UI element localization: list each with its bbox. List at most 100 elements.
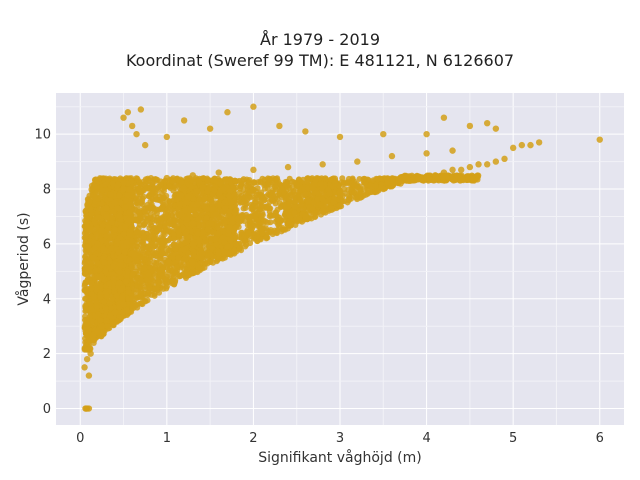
data-point xyxy=(166,183,173,190)
data-point xyxy=(336,189,343,196)
data-point xyxy=(104,176,111,183)
data-point xyxy=(319,185,326,192)
data-point xyxy=(160,187,167,194)
data-point xyxy=(221,185,228,192)
data-point xyxy=(326,190,333,197)
data-point xyxy=(263,234,270,241)
data-point xyxy=(439,174,446,181)
data-point xyxy=(91,193,98,200)
data-point xyxy=(133,229,140,236)
data-point xyxy=(212,236,219,243)
data-point xyxy=(126,231,133,238)
data-point xyxy=(431,177,438,184)
data-point xyxy=(176,201,183,208)
data-point xyxy=(125,289,132,296)
data-point xyxy=(134,257,141,264)
data-point xyxy=(291,179,298,186)
data-point xyxy=(82,269,89,276)
data-point xyxy=(175,255,182,262)
data-point xyxy=(130,216,137,223)
data-point xyxy=(99,187,106,194)
data-point xyxy=(214,230,221,237)
data-point xyxy=(147,198,154,205)
data-point xyxy=(136,263,143,270)
data-point xyxy=(172,259,179,266)
data-point xyxy=(165,258,172,265)
data-point xyxy=(260,194,267,201)
data-point xyxy=(136,180,143,187)
data-point xyxy=(133,276,140,283)
data-point xyxy=(152,206,159,213)
data-point xyxy=(186,271,193,278)
data-points xyxy=(81,103,603,412)
data-point xyxy=(172,182,179,189)
data-point xyxy=(122,278,129,285)
data-point xyxy=(86,198,93,205)
data-point xyxy=(144,249,151,256)
data-point xyxy=(152,176,159,183)
data-point xyxy=(298,202,305,209)
data-point xyxy=(101,259,108,266)
data-point xyxy=(384,179,391,186)
data-point xyxy=(143,212,150,219)
data-point xyxy=(339,175,346,182)
data-point xyxy=(93,303,100,310)
data-point xyxy=(259,175,266,182)
data-point xyxy=(245,229,252,236)
data-point xyxy=(93,231,100,238)
data-point xyxy=(361,175,368,182)
data-point xyxy=(104,323,111,330)
data-point xyxy=(190,220,197,227)
data-point xyxy=(150,185,157,192)
data-point xyxy=(263,203,270,210)
data-point xyxy=(193,188,200,195)
data-point xyxy=(188,183,195,190)
data-point xyxy=(169,254,176,261)
data-point xyxy=(247,213,254,220)
data-point xyxy=(82,302,89,309)
data-point xyxy=(258,189,265,196)
data-point xyxy=(148,253,155,260)
data-point xyxy=(160,194,167,201)
data-point xyxy=(183,216,190,223)
data-point xyxy=(129,237,136,244)
data-point xyxy=(215,220,222,227)
data-point xyxy=(116,212,123,219)
data-point xyxy=(157,252,164,259)
data-point xyxy=(354,183,361,190)
data-point xyxy=(155,183,162,190)
data-point xyxy=(374,176,381,183)
data-point xyxy=(247,224,254,231)
data-point xyxy=(136,195,143,202)
data-point xyxy=(252,210,259,217)
data-point xyxy=(141,265,148,272)
data-point xyxy=(95,214,102,221)
data-point xyxy=(146,224,153,231)
data-point xyxy=(83,287,90,294)
data-point xyxy=(194,201,201,208)
data-point xyxy=(84,276,91,283)
data-point xyxy=(186,211,193,218)
data-point xyxy=(282,181,289,188)
data-point xyxy=(124,180,131,187)
data-point xyxy=(314,196,321,203)
data-point xyxy=(178,179,185,186)
data-point xyxy=(100,328,107,335)
data-point xyxy=(91,313,98,320)
data-point xyxy=(208,237,215,244)
data-point xyxy=(178,192,185,199)
data-point xyxy=(108,245,115,252)
data-point xyxy=(96,175,103,182)
data-point xyxy=(144,217,151,224)
data-point xyxy=(338,197,345,204)
data-point xyxy=(128,264,135,271)
data-point xyxy=(170,235,177,242)
data-point xyxy=(153,285,160,292)
data-point xyxy=(124,192,131,199)
data-point xyxy=(159,240,166,247)
data-point xyxy=(107,196,114,203)
data-point xyxy=(176,212,183,219)
data-point xyxy=(226,208,233,215)
data-point xyxy=(301,186,308,193)
